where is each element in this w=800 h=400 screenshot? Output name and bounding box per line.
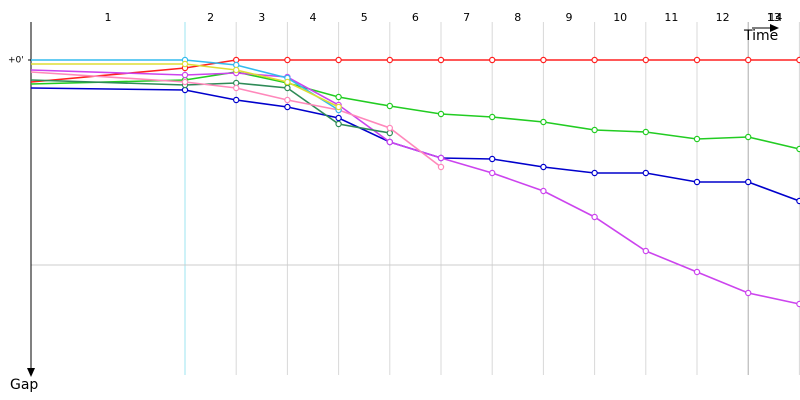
lap-label: 3	[258, 11, 265, 24]
data-point	[284, 96, 291, 104]
data-point	[540, 56, 547, 64]
series-layer	[30, 56, 800, 308]
lap-label: 8	[514, 11, 521, 24]
data-point	[437, 110, 445, 118]
data-point	[540, 187, 547, 195]
lap-label: 2	[207, 11, 214, 24]
data-point	[489, 113, 496, 121]
lap-label: 6	[412, 11, 419, 24]
data-point	[796, 197, 800, 205]
lap-label: 13	[767, 11, 781, 24]
data-point	[591, 169, 598, 177]
lap-label: 12	[716, 11, 730, 24]
lap-label: 9	[566, 11, 573, 24]
data-point	[745, 133, 752, 141]
data-point	[386, 102, 393, 110]
x-axis-label: Time	[743, 28, 778, 44]
data-point	[642, 169, 650, 177]
data-point	[335, 103, 342, 111]
data-point	[796, 145, 800, 153]
lap-label: 1	[105, 11, 112, 24]
data-point	[693, 56, 701, 64]
series-line	[30, 79, 390, 134]
data-point	[796, 56, 800, 64]
data-point	[489, 169, 496, 177]
data-point	[181, 78, 189, 86]
data-point	[796, 300, 800, 308]
x-axis-arrow	[770, 24, 779, 32]
y-axis-arrow	[27, 368, 35, 377]
data-point	[386, 138, 393, 146]
data-point	[335, 93, 342, 101]
lap-label: 11	[664, 11, 678, 24]
data-point	[489, 56, 496, 64]
data-point	[437, 163, 445, 171]
data-point	[540, 163, 547, 171]
data-point	[693, 135, 701, 143]
data-point	[489, 155, 496, 163]
y-tick-label: +0'	[8, 56, 24, 66]
data-point	[591, 213, 598, 221]
data-point	[745, 178, 752, 186]
lap-label: 10	[613, 11, 627, 24]
series-line	[30, 59, 800, 83]
data-point	[284, 78, 291, 86]
data-point	[642, 128, 650, 136]
data-point	[642, 56, 650, 64]
data-point	[335, 114, 342, 122]
lap-label: 7	[463, 11, 470, 24]
data-point	[232, 66, 240, 74]
data-point	[642, 247, 650, 255]
data-point	[284, 84, 291, 92]
data-point	[284, 103, 291, 111]
data-point	[181, 60, 189, 68]
data-point	[591, 126, 598, 134]
y-axis-label: Gap	[10, 377, 38, 393]
data-point	[181, 71, 189, 79]
data-point	[232, 96, 240, 104]
lap-label: 4	[310, 11, 317, 24]
data-point	[386, 124, 393, 132]
data-point	[693, 268, 701, 276]
data-point	[591, 56, 598, 64]
data-point	[284, 56, 291, 64]
data-point	[437, 56, 445, 64]
data-point	[335, 56, 342, 64]
data-point	[745, 289, 752, 297]
series-line	[30, 69, 800, 305]
data-point	[232, 84, 240, 92]
data-point	[335, 120, 342, 128]
data-point	[693, 178, 701, 186]
data-point	[745, 56, 752, 64]
data-point	[540, 118, 547, 126]
data-point	[437, 154, 445, 162]
lap-label: 14	[768, 11, 782, 24]
series-line	[30, 87, 800, 202]
lap-label: 5	[361, 11, 368, 24]
data-point	[386, 56, 393, 64]
